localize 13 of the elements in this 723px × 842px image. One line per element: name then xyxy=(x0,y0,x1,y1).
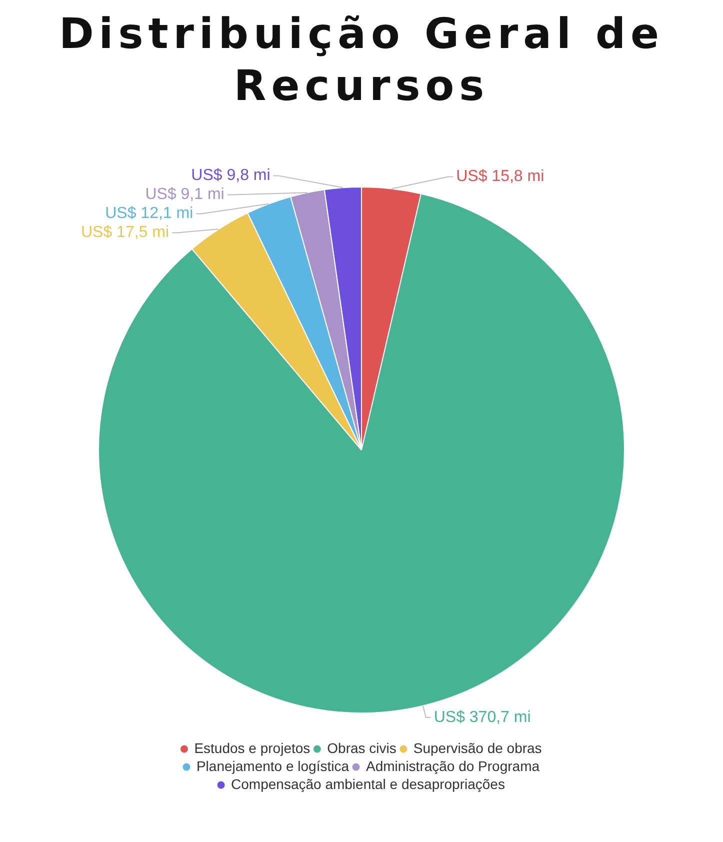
legend-label: Planejamento e logística xyxy=(196,758,350,774)
data-label: US$ 370,7 mi xyxy=(434,708,531,726)
data-label: US$ 17,5 mi xyxy=(80,224,170,242)
data-label: US$ 12,1 mi xyxy=(105,205,194,222)
data-label: US$ 9,1 mi xyxy=(145,186,224,204)
data-label: US$ 15,8 mi xyxy=(456,168,544,186)
legend-label: Supervisão de obras xyxy=(413,740,542,756)
legend-label: Compensação ambiental e desapropriações xyxy=(231,776,505,792)
legend-label: Estudos e projetos xyxy=(194,740,310,756)
data-label: US$ 9,8 mi xyxy=(191,167,270,184)
legend-label: Administração do Programa xyxy=(366,758,540,774)
chart-title: Distribuição Geral de Recursos xyxy=(58,8,666,112)
legend-label: Obras civis xyxy=(327,740,396,756)
